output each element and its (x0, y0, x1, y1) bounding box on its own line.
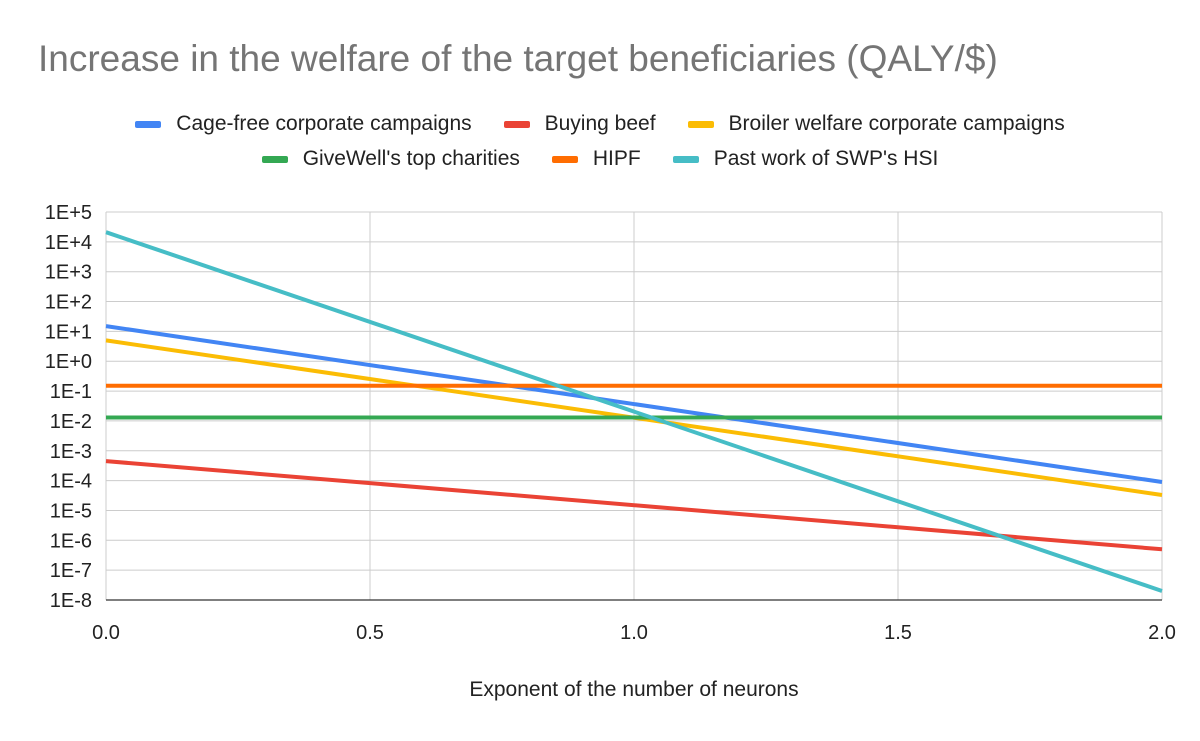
y-tick-label: 1E-4 (50, 471, 92, 493)
chart-title: Increase in the welfare of the target be… (38, 38, 998, 79)
y-tick-label: 1E-5 (50, 500, 92, 522)
x-axis-label: Exponent of the number of neurons (469, 678, 799, 701)
legend-swatch (503, 120, 530, 128)
legend-item-broiler[interactable]: Broiler welfare corporate campaigns (687, 112, 1065, 136)
legend-swatch (261, 155, 288, 163)
legend-item-givewell[interactable]: GiveWell's top charities (261, 147, 520, 171)
legend-swatch (687, 120, 714, 128)
legend-label: Broiler welfare corporate campaigns (728, 112, 1065, 135)
y-tick-label: 1E+4 (45, 232, 92, 254)
legend-item-swp-hsi[interactable]: Past work of SWP's HSI (672, 147, 939, 171)
y-tick-label: 1E+5 (45, 202, 92, 224)
legend-label: GiveWell's top charities (302, 147, 520, 170)
y-tick-label: 1E-3 (50, 441, 92, 463)
x-tick-label: 1.0 (620, 622, 648, 644)
series-line-0 (105, 324, 1163, 484)
legend-item-cage-free[interactable]: Cage-free corporate campaigns (135, 112, 472, 136)
y-tick-label: 1E+1 (45, 321, 92, 343)
legend-label: Past work of SWP's HSI (713, 147, 939, 170)
legend-label: Cage-free corporate campaigns (176, 112, 472, 135)
y-tick-label: 1E+2 (45, 292, 92, 314)
y-tick-label: 1E-8 (50, 590, 92, 612)
legend-item-buying-beef[interactable]: Buying beef (503, 112, 656, 136)
series-line-1 (105, 459, 1163, 552)
x-tick-label: 2.0 (1148, 622, 1176, 644)
series-line-5 (105, 230, 1163, 593)
y-tick-label: 1E-2 (50, 411, 92, 433)
y-tick-label: 1E+3 (45, 262, 92, 284)
legend-item-hipf[interactable]: HIPF (551, 147, 641, 171)
y-tick-label: 1E-1 (50, 381, 92, 403)
y-tick-label: 1E-7 (50, 560, 92, 582)
y-tick-label: 1E+0 (45, 351, 92, 373)
legend-swatch (135, 120, 162, 128)
x-tick-label: 0.0 (92, 622, 120, 644)
legend-row: Cage-free corporate campaigns Buying bee… (0, 112, 1200, 136)
legend-swatch (551, 155, 578, 163)
legend-label: HIPF (592, 147, 641, 170)
legend-label: Buying beef (544, 112, 656, 135)
legend-swatch (672, 155, 699, 163)
legend-row: GiveWell's top charities HIPF Past work … (0, 147, 1200, 171)
x-tick-label: 1.5 (884, 622, 912, 644)
y-tick-label: 1E-6 (50, 530, 92, 552)
x-tick-label: 0.5 (356, 622, 384, 644)
